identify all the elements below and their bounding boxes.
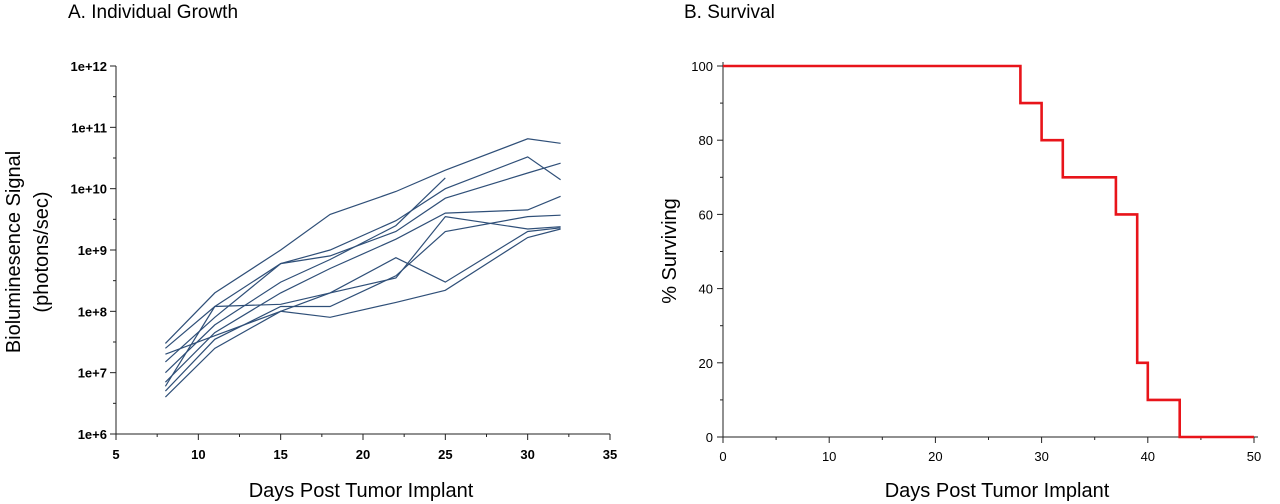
growth-y-axis-title-line1: Bioluminesence Signal — [3, 151, 25, 353]
survival-y-tick-label: 80 — [699, 133, 713, 148]
growth-x-axis-title: Days Post Tumor Implant — [249, 480, 474, 502]
growth-chart-series — [164, 138, 561, 398]
growth-series-line-8 — [164, 228, 561, 398]
growth-y-tick-label: 1e+8 — [78, 304, 107, 319]
survival-x-tick-label: 40 — [1141, 449, 1155, 464]
growth-series-line-2 — [165, 156, 561, 349]
growth-x-tick-label: 20 — [356, 447, 370, 462]
survival-chart-title: B. Survival — [684, 2, 775, 23]
growth-series-line-1 — [164, 138, 561, 344]
growth-series-line-4 — [164, 177, 446, 374]
survival-chart-axes: 0 20 40 60 80 100 0 10 20 30 40 50 — [691, 59, 1261, 464]
survival-y-tick-label: 60 — [699, 207, 713, 222]
survival-x-tick-label: 0 — [719, 449, 726, 464]
growth-y-tick-label: 1e+10 — [70, 182, 107, 197]
growth-x-tick-label: 25 — [438, 447, 452, 462]
growth-y-tick-label: 1e+12 — [70, 59, 107, 74]
growth-y-axis-title-line2: (photons/sec) — [31, 191, 53, 312]
growth-x-tick-label: 15 — [273, 447, 287, 462]
survival-y-tick-label: 20 — [699, 356, 713, 371]
survival-x-tick-label: 10 — [822, 449, 836, 464]
growth-series-line-6 — [164, 215, 561, 387]
growth-series-line-7 — [164, 214, 561, 392]
survival-chart-series — [723, 64, 1254, 439]
survival-x-tick-label: 20 — [928, 449, 942, 464]
growth-y-tick-label: 1e+9 — [78, 243, 107, 258]
growth-y-tick-label: 1e+7 — [78, 366, 107, 381]
survival-y-tick-label: 100 — [691, 59, 713, 74]
growth-x-tick-label: 30 — [520, 447, 534, 462]
survival-x-axis-title: Days Post Tumor Implant — [885, 480, 1110, 502]
survival-x-tick-label: 50 — [1247, 449, 1261, 464]
growth-x-tick-label: 10 — [191, 447, 205, 462]
growth-x-tick-label: 35 — [603, 447, 617, 462]
growth-x-tick-label: 5 — [112, 447, 119, 462]
growth-y-tick-label: 1e+11 — [71, 120, 107, 135]
growth-chart-title: A. Individual Growth — [68, 2, 238, 23]
growth-series-line-5 — [164, 195, 561, 383]
survival-y-tick-label: 0 — [706, 430, 713, 445]
survival-y-tick-label: 40 — [699, 282, 713, 297]
growth-series-line-3 — [164, 162, 561, 363]
survival-x-tick-label: 30 — [1034, 449, 1048, 464]
growth-y-tick-label: 1e+6 — [78, 427, 107, 442]
survival-step-line — [723, 64, 1254, 439]
growth-series-line-9 — [165, 227, 561, 355]
survival-chart-panel: B. Survival 0 20 40 60 80 100 0 10 20 30 40 50 Days… — [659, 2, 1261, 502]
growth-chart-axes: 1e+6 1e+7 1e+8 1e+9 1e+10 1e+11 1e+12 5 10 15 20 25… — [70, 59, 617, 462]
growth-chart-panel: A. Individual Growth 1e+61e+71e+81e+91e+… — [3, 2, 617, 502]
survival-y-axis-title: % Surviving — [659, 198, 681, 304]
